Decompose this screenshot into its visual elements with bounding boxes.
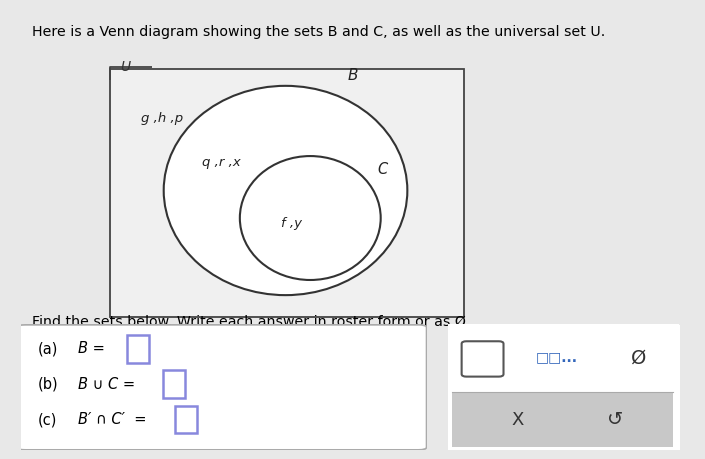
Text: B ∪ C =: B ∪ C = [78,377,135,392]
Text: Find the sets below. Write each answer in roster form or as Ø.: Find the sets below. Write each answer i… [32,314,470,328]
Text: B =: B = [78,341,105,356]
Text: (c): (c) [37,412,56,427]
Text: B′ ∩ C′  =: B′ ∩ C′ = [78,412,147,427]
Ellipse shape [164,86,407,295]
Text: (b): (b) [37,377,58,392]
Text: X: X [511,410,524,429]
FancyBboxPatch shape [17,325,427,450]
FancyBboxPatch shape [443,322,682,453]
Text: ↺: ↺ [607,410,623,429]
Text: Here is a Venn diagram showing the sets B and C, as well as the universal set U.: Here is a Venn diagram showing the sets … [32,25,605,39]
Text: g ,h ,p: g ,h ,p [141,112,183,125]
Text: B: B [348,68,357,83]
Text: f ,y: f ,y [281,217,302,230]
Bar [163,370,185,398]
Text: U: U [120,60,130,74]
Text: Ø: Ø [631,348,646,367]
Text: q ,r ,x: q ,r ,x [202,157,240,169]
Text: (a): (a) [37,341,58,356]
FancyBboxPatch shape [462,341,503,376]
Text: C: C [377,162,387,177]
Text: □□...: □□... [536,351,578,365]
Ellipse shape [240,156,381,280]
Bar [127,335,149,363]
Bar [175,406,197,433]
Bar [453,392,673,447]
